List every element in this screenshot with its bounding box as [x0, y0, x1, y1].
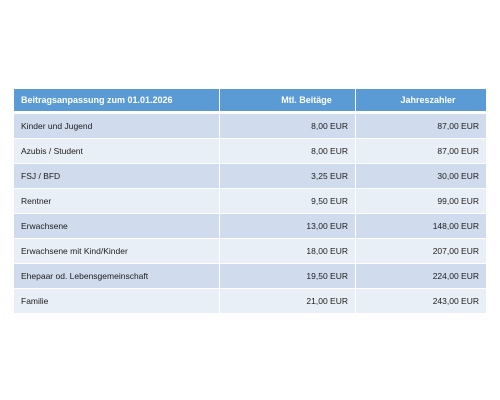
row-category: Erwachsene [14, 214, 220, 239]
table-row: Kinder und Jugend 8,00 EUR 87,00 EUR [14, 114, 486, 139]
row-monthly-fee: 9,50 EUR [220, 189, 356, 214]
row-annual-fee: 99,00 EUR [356, 189, 486, 214]
row-category: FSJ / BFD [14, 164, 220, 189]
table-row: FSJ / BFD 3,25 EUR 30,00 EUR [14, 164, 486, 189]
row-category: Erwachsene mit Kind/Kinder [14, 239, 220, 264]
row-monthly-fee: 13,00 EUR [220, 214, 356, 239]
table-row: Ehepaar od. Lebensgemeinschaft 19,50 EUR… [14, 264, 486, 289]
row-annual-fee: 148,00 EUR [356, 214, 486, 239]
row-monthly-fee: 21,00 EUR [220, 289, 356, 314]
row-monthly-fee: 18,00 EUR [220, 239, 356, 264]
table-row: Erwachsene 13,00 EUR 148,00 EUR [14, 214, 486, 239]
header-category: Beitragsanpassung zum 01.01.2026 [14, 89, 220, 114]
row-monthly-fee: 19,50 EUR [220, 264, 356, 289]
row-annual-fee: 87,00 EUR [356, 139, 486, 164]
row-category: Rentner [14, 189, 220, 214]
row-category: Ehepaar od. Lebensgemeinschaft [14, 264, 220, 289]
table-row: Familie 21,00 EUR 243,00 EUR [14, 289, 486, 314]
header-monthly-fee: Mtl. Beitäge [220, 89, 356, 114]
row-annual-fee: 207,00 EUR [356, 239, 486, 264]
row-annual-fee: 30,00 EUR [356, 164, 486, 189]
table-header-row: Beitragsanpassung zum 01.01.2026 Mtl. Be… [14, 89, 486, 114]
fee-table: Beitragsanpassung zum 01.01.2026 Mtl. Be… [14, 89, 486, 314]
row-category: Azubis / Student [14, 139, 220, 164]
table-row: Rentner 9,50 EUR 99,00 EUR [14, 189, 486, 214]
row-category: Familie [14, 289, 220, 314]
row-annual-fee: 224,00 EUR [356, 264, 486, 289]
table-row: Erwachsene mit Kind/Kinder 18,00 EUR 207… [14, 239, 486, 264]
table-row: Azubis / Student 8,00 EUR 87,00 EUR [14, 139, 486, 164]
row-annual-fee: 243,00 EUR [356, 289, 486, 314]
row-category: Kinder und Jugend [14, 114, 220, 139]
header-annual-fee: Jahreszahler [356, 89, 486, 114]
row-annual-fee: 87,00 EUR [356, 114, 486, 139]
row-monthly-fee: 8,00 EUR [220, 114, 356, 139]
row-monthly-fee: 3,25 EUR [220, 164, 356, 189]
row-monthly-fee: 8,00 EUR [220, 139, 356, 164]
